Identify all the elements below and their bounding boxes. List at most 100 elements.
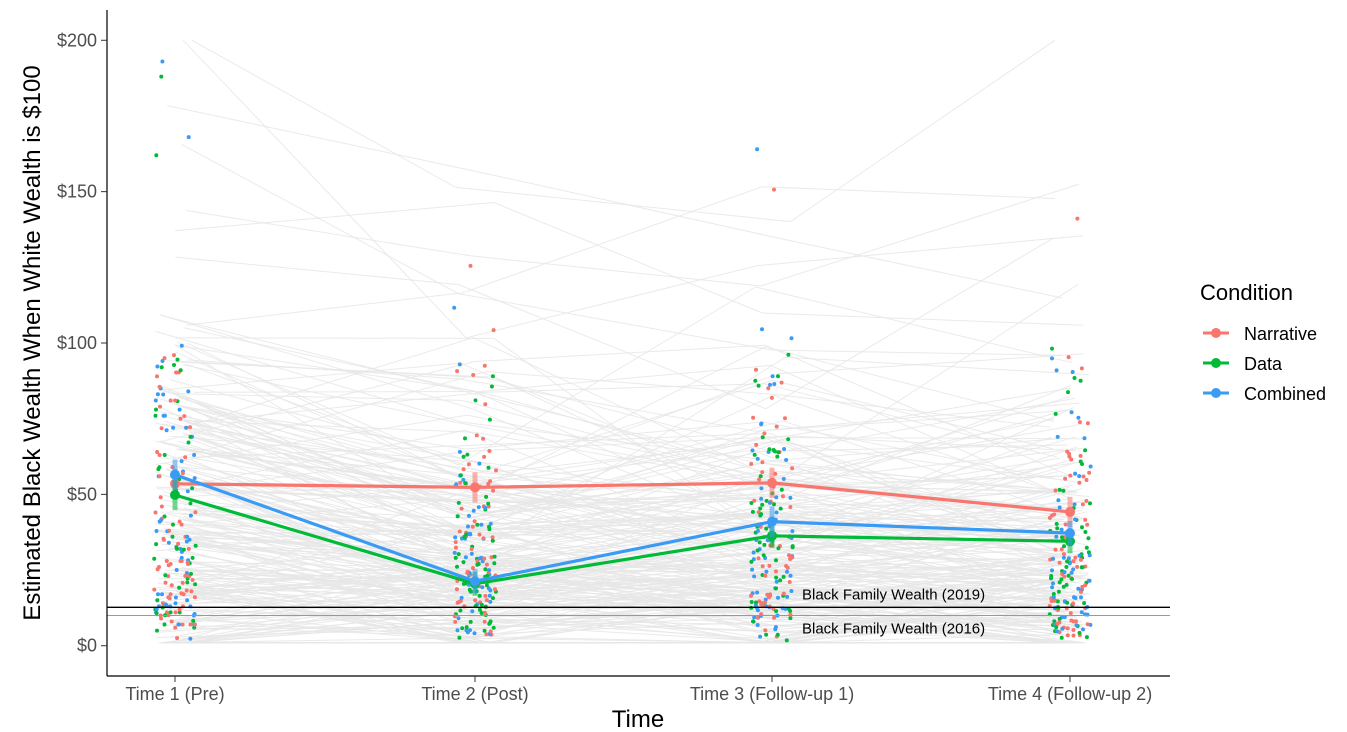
- individual-point: [750, 567, 755, 572]
- individual-point: [482, 628, 487, 633]
- individual-point: [175, 636, 180, 641]
- individual-trajectory: [162, 423, 1078, 483]
- individual-point: [155, 628, 159, 633]
- individual-point: [1085, 522, 1090, 527]
- individual-point: [161, 413, 166, 418]
- individual-point: [1071, 633, 1076, 638]
- individual-point: [1062, 552, 1066, 557]
- individual-point: [471, 566, 475, 570]
- individual-point: [158, 495, 163, 500]
- individual-point: [785, 594, 790, 599]
- individual-point: [1083, 530, 1088, 534]
- individual-point: [453, 540, 458, 545]
- individual-trajectory: [162, 452, 1062, 557]
- individual-point: [177, 610, 182, 615]
- x-tick-label: Time 1 (Pre): [125, 684, 224, 704]
- individual-point: [755, 456, 760, 461]
- individual-point: [160, 59, 165, 64]
- legend-label: Data: [1244, 354, 1283, 374]
- individual-point: [752, 452, 757, 457]
- individual-point: [1050, 356, 1054, 361]
- individual-point: [191, 618, 196, 623]
- individual-point: [1069, 457, 1074, 462]
- x-axis-title: Time: [612, 706, 664, 732]
- series-point: [767, 477, 777, 488]
- individual-point: [1084, 635, 1089, 640]
- individual-point: [1080, 462, 1084, 466]
- individual-trajectory: [190, 531, 1064, 633]
- individual-point: [1079, 610, 1084, 615]
- individual-point: [776, 595, 780, 600]
- individual-point: [1084, 545, 1089, 550]
- individual-point: [154, 607, 159, 612]
- individual-point: [790, 466, 795, 471]
- individual-point: [186, 135, 191, 140]
- individual-point: [488, 588, 493, 593]
- individual-point: [463, 481, 468, 486]
- individual-point: [749, 600, 754, 604]
- y-ticks: $0 $50 $100 $150 $200: [57, 30, 107, 656]
- individual-point: [479, 602, 484, 607]
- individual-point: [492, 561, 497, 566]
- individual-point: [1056, 498, 1061, 503]
- x-tick-label: Time 3 (Follow-up 1): [690, 684, 854, 704]
- individual-point: [476, 505, 481, 510]
- individual-point: [1073, 555, 1078, 560]
- individual-point: [461, 477, 466, 482]
- individual-point: [1072, 595, 1076, 600]
- individual-trajectory: [158, 523, 1055, 631]
- individual-point: [178, 368, 183, 373]
- individual-point: [158, 404, 162, 409]
- individual-point: [168, 398, 173, 403]
- individual-point: [192, 476, 197, 481]
- individual-point: [764, 526, 769, 531]
- individual-point: [452, 305, 457, 310]
- individual-point: [786, 352, 791, 357]
- individual-trajectory: [172, 457, 1061, 560]
- individual-point: [1074, 623, 1079, 628]
- individual-trajectory: [188, 431, 1083, 568]
- individual-point: [1053, 411, 1058, 416]
- individual-point: [161, 392, 166, 397]
- individual-point: [1066, 390, 1070, 395]
- individual-point: [188, 636, 193, 641]
- individual-point: [466, 462, 471, 467]
- individual-point: [193, 543, 198, 548]
- individual-point: [1054, 625, 1059, 630]
- individual-point: [1071, 619, 1076, 624]
- individual-point: [163, 580, 168, 585]
- individual-point: [483, 593, 488, 598]
- individual-point: [458, 608, 463, 613]
- individual-point: [178, 416, 183, 421]
- individual-trajectory: [187, 485, 1080, 553]
- individual-point: [452, 550, 457, 555]
- individual-trajectory: [181, 143, 1056, 295]
- individual-point: [776, 546, 781, 551]
- individual-point: [168, 610, 173, 615]
- individual-point: [190, 486, 195, 491]
- individual-point: [752, 574, 757, 579]
- individual-point: [468, 628, 472, 633]
- individual-trajectory: [194, 364, 1071, 499]
- individual-point: [1059, 577, 1064, 582]
- individual-point: [759, 496, 764, 501]
- individual-trajectory: [176, 286, 1073, 466]
- individual-point: [1062, 544, 1066, 549]
- individual-trajectory: [175, 237, 1054, 410]
- individual-trajectory: [182, 39, 1083, 339]
- individual-point: [186, 546, 191, 551]
- individual-trajectory: [158, 410, 1077, 481]
- individual-point: [785, 565, 790, 570]
- individual-point: [180, 622, 185, 627]
- individual-point: [464, 532, 469, 537]
- individual-point: [167, 528, 172, 533]
- individual-point: [751, 415, 756, 420]
- individual-point: [760, 502, 765, 507]
- individual-point: [159, 426, 164, 431]
- individual-point: [455, 564, 459, 569]
- individual-point: [758, 474, 763, 479]
- individual-point: [762, 431, 767, 436]
- individual-point: [784, 458, 789, 462]
- individual-point: [468, 619, 473, 624]
- individual-point: [463, 555, 468, 560]
